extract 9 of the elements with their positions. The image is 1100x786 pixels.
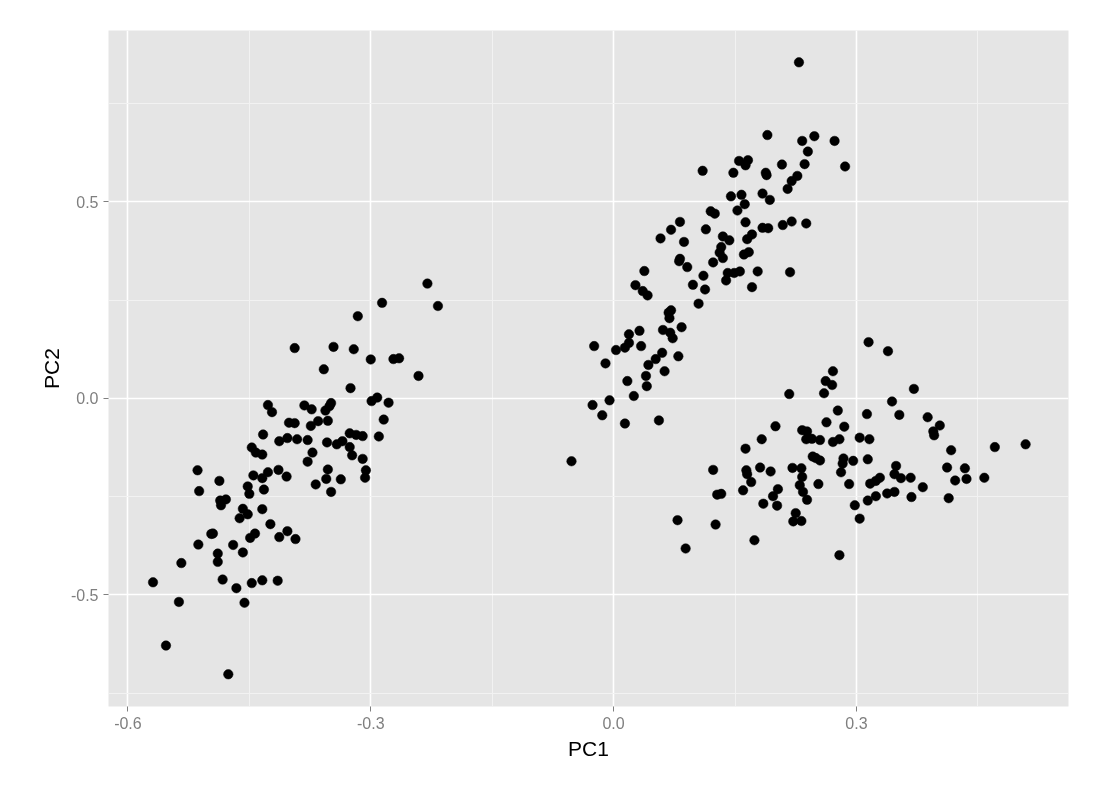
x-tick-label: -0.3: [356, 714, 385, 732]
y-tick-label: 0.5: [76, 193, 99, 211]
y-tick-label: -0.5: [70, 586, 99, 604]
y-axis-title: PC2: [39, 348, 63, 389]
x-tick-label: 0.3: [845, 714, 868, 732]
x-axis-title: PC1: [568, 736, 609, 760]
y-tick-label: 0.0: [76, 390, 99, 408]
x-tick-label: -0.6: [114, 714, 142, 732]
x-tick-label: 0.0: [602, 714, 625, 732]
